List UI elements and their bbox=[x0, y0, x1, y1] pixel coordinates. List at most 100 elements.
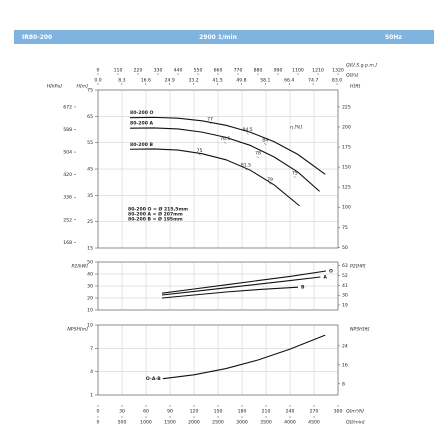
efficiency-label: 77 bbox=[207, 116, 213, 122]
x-tick-label: 440 bbox=[174, 68, 183, 74]
efficiency-label: 84 bbox=[262, 138, 268, 144]
y-tick-label: 7 bbox=[90, 346, 93, 352]
y-tick-label: 30 bbox=[87, 284, 93, 290]
x-tick-label: 1100 bbox=[292, 68, 304, 74]
x-tick-label: 66.4 bbox=[284, 78, 294, 84]
y-axis-label: P2[kW] bbox=[72, 264, 89, 270]
y-tick-label: 52 bbox=[342, 273, 348, 279]
y-tick-label: 10 bbox=[87, 308, 93, 314]
x-tick-label: 300 bbox=[334, 409, 343, 415]
y-tick-label: 168 bbox=[63, 240, 72, 246]
y-tick-label: 41 bbox=[342, 283, 348, 289]
x-axis-label: Q[m³/h] bbox=[346, 409, 364, 415]
y-tick-label: 75 bbox=[342, 225, 348, 231]
x-tick-label: 1000 bbox=[140, 420, 152, 426]
efficiency-label: 79 bbox=[267, 177, 273, 183]
x-tick-label: 30 bbox=[119, 409, 125, 415]
x-tick-label: 60 bbox=[143, 409, 149, 415]
y-axis-label: P2[HP] bbox=[350, 264, 366, 270]
x-tick-label: 220 bbox=[134, 68, 143, 74]
model: IR80-200 bbox=[22, 34, 52, 41]
x-tick-label: 49.8 bbox=[236, 78, 246, 84]
legend-note: 80-200 B = Ø 195mm bbox=[128, 216, 183, 223]
curve bbox=[161, 270, 327, 294]
y-tick-label: 30 bbox=[342, 293, 348, 299]
efficiency-label: 75 bbox=[292, 170, 298, 176]
y-tick-label: 252 bbox=[63, 217, 72, 223]
x-tick-label: 8.3 bbox=[118, 78, 125, 84]
efficiency-mark bbox=[264, 142, 267, 146]
y-axis-label: NPSH[m] bbox=[67, 327, 88, 333]
y-tick-label: 420 bbox=[63, 172, 72, 178]
x-tick-label: 240 bbox=[286, 409, 295, 415]
y-tick-label: 336 bbox=[63, 195, 72, 201]
y-tick-label: 1 bbox=[90, 393, 93, 399]
efficiency-mark bbox=[246, 132, 249, 135]
y-tick-label: 200 bbox=[342, 124, 351, 130]
x-tick-label: 550 bbox=[194, 68, 203, 74]
series-label: A bbox=[323, 275, 327, 281]
x-tick-label: 83.0 bbox=[332, 78, 342, 84]
x-tick-label: 4500 bbox=[308, 420, 320, 426]
curve bbox=[129, 127, 320, 192]
y-tick-label: 40 bbox=[87, 272, 93, 278]
efficiency-mark bbox=[256, 156, 260, 159]
x-tick-label: 58.1 bbox=[260, 78, 270, 84]
y-axis-label: H[ft] bbox=[350, 84, 361, 90]
y-tick-label: 10 bbox=[87, 323, 93, 329]
efficiency-mark bbox=[208, 121, 212, 125]
y-tick-label: 125 bbox=[342, 185, 351, 191]
x-tick-label: 180 bbox=[238, 409, 247, 415]
y-tick-label: 35 bbox=[87, 193, 93, 199]
x-tick-label: 880 bbox=[254, 68, 263, 74]
x-tick-label: 0 bbox=[97, 409, 100, 415]
efficiency-mark bbox=[244, 167, 248, 171]
series-label: 80-200 A bbox=[130, 121, 153, 127]
series-label: 80-200 B bbox=[130, 142, 153, 148]
x-axis-label: Q[l/min] bbox=[346, 420, 365, 426]
header-bar bbox=[14, 30, 434, 44]
y-tick-label: 50 bbox=[342, 245, 348, 251]
y-tick-label: 225 bbox=[342, 104, 351, 110]
y-tick-label: 55 bbox=[87, 140, 93, 146]
efficiency-label: 75 bbox=[197, 148, 203, 154]
curve bbox=[129, 148, 300, 207]
y-tick-label: 504 bbox=[63, 150, 72, 156]
curve bbox=[161, 276, 321, 296]
legend-note: 80-200 O = Ø 215,5mm bbox=[128, 206, 188, 213]
plot-frame bbox=[97, 261, 339, 311]
y-tick-label: 100 bbox=[342, 205, 351, 211]
x-tick-label: 4000 bbox=[284, 420, 296, 426]
y-tick-label: 175 bbox=[342, 145, 351, 151]
x-tick-label: 500 bbox=[118, 420, 127, 426]
x-tick-label: 770 bbox=[234, 68, 243, 74]
y-tick-label: 8 bbox=[342, 381, 345, 387]
efficiency-label: 76.5 bbox=[220, 136, 230, 142]
x-tick-label: 270 bbox=[310, 409, 319, 415]
y-tick-label: 25 bbox=[87, 219, 93, 225]
x-tick-label: 24.9 bbox=[165, 78, 175, 84]
efficiency-mark bbox=[224, 141, 227, 144]
series-label: 80-200 O bbox=[130, 110, 153, 116]
y-tick-label: 4 bbox=[90, 369, 93, 375]
x-tick-label: 990 bbox=[274, 68, 283, 74]
y-tick-label: 45 bbox=[87, 167, 93, 173]
x-tick-label: 2000 bbox=[188, 420, 200, 426]
y-tick-label: 20 bbox=[87, 296, 93, 302]
x-tick-label: 0 bbox=[97, 68, 100, 74]
y-tick-label: 65 bbox=[87, 114, 93, 120]
x-tick-label: 120 bbox=[190, 409, 199, 415]
x-tick-label: 33.2 bbox=[189, 78, 199, 84]
y-tick-label: 672 bbox=[63, 104, 72, 110]
series-label: O-A-B bbox=[146, 376, 161, 382]
y-tick-label: 63 bbox=[342, 263, 348, 269]
series-label: B bbox=[301, 285, 305, 291]
series-label: O bbox=[329, 269, 333, 275]
frequency: 50Hz bbox=[385, 34, 402, 41]
x-tick-label: 16.6 bbox=[141, 78, 151, 84]
efficiency-mark bbox=[293, 175, 296, 179]
x-axis-label: Q[U.S.g.p.m.] bbox=[346, 63, 377, 69]
x-tick-label: 1500 bbox=[164, 420, 176, 426]
plot-frame bbox=[97, 324, 339, 396]
